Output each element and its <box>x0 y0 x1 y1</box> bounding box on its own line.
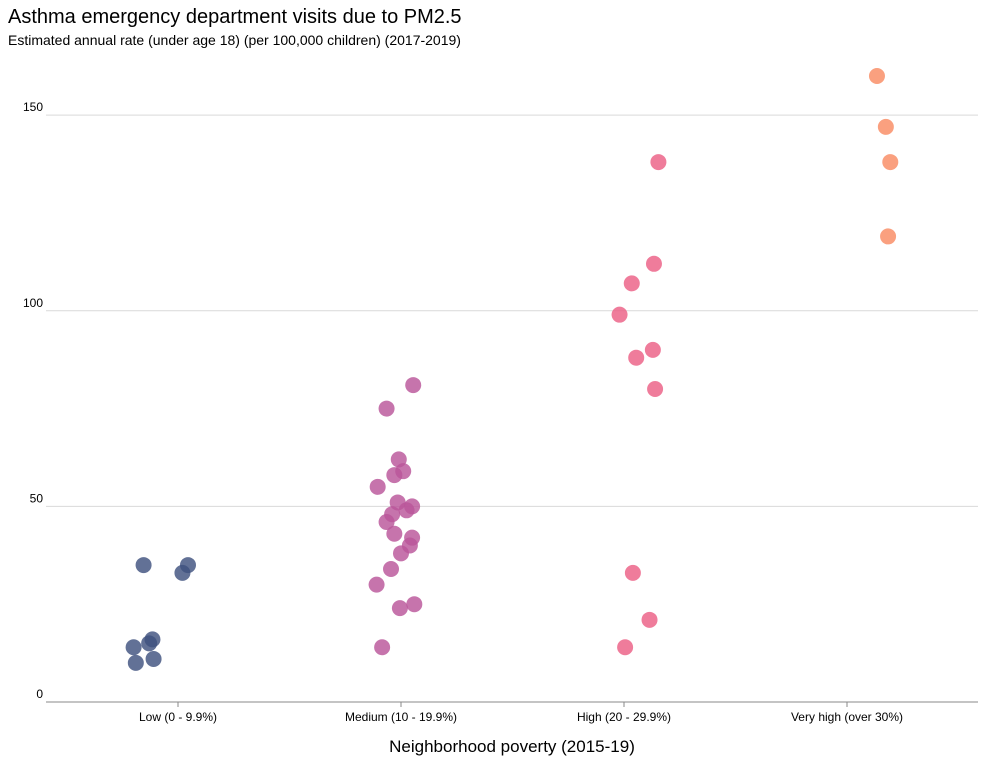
data-point[interactable] <box>641 611 658 628</box>
data-point[interactable] <box>644 341 661 358</box>
x-tick-label: Very high (over 30%) <box>791 710 903 724</box>
y-tick-label: 150 <box>23 100 43 114</box>
data-point[interactable] <box>391 600 408 617</box>
data-point[interactable] <box>650 154 667 171</box>
data-point[interactable] <box>141 635 158 652</box>
data-point[interactable] <box>386 467 403 484</box>
chart-subtitle: Estimated annual rate (under age 18) (pe… <box>8 32 461 48</box>
data-point[interactable] <box>386 525 403 542</box>
x-tick-label: Medium (10 - 19.9%) <box>345 710 457 724</box>
data-point[interactable] <box>383 560 400 577</box>
data-point[interactable] <box>877 118 894 135</box>
data-point[interactable] <box>369 478 386 495</box>
data-point[interactable] <box>647 381 664 397</box>
data-point[interactable] <box>398 502 415 519</box>
data-point[interactable] <box>135 557 152 574</box>
data-points <box>125 68 899 671</box>
data-point[interactable] <box>882 154 899 171</box>
chart-title: Asthma emergency department visits due t… <box>8 6 462 28</box>
data-point[interactable] <box>374 639 391 656</box>
data-point[interactable] <box>393 545 409 562</box>
data-point[interactable] <box>623 275 640 292</box>
data-point[interactable] <box>405 377 422 394</box>
gridlines <box>46 114 978 507</box>
data-point[interactable] <box>617 639 634 656</box>
data-point[interactable] <box>127 654 144 671</box>
y-tick-label: 100 <box>23 296 43 310</box>
data-point[interactable] <box>145 650 162 667</box>
y-tick-label: 50 <box>30 491 44 505</box>
data-point[interactable] <box>368 576 385 593</box>
data-point[interactable] <box>406 596 423 613</box>
data-point[interactable] <box>624 564 641 581</box>
data-point[interactable] <box>880 228 897 245</box>
x-axis-title: Neighborhood poverty (2015-19) <box>389 737 635 756</box>
data-point[interactable] <box>645 255 662 272</box>
data-point[interactable] <box>378 514 395 531</box>
data-point[interactable] <box>611 306 628 323</box>
data-point[interactable] <box>174 564 191 581</box>
data-point[interactable] <box>378 400 395 417</box>
x-axis: 0 50 100 150 Low (0 - 9.9%) Medium (10 - 19.9… <box>23 100 978 724</box>
x-tick-label: Low (0 - 9.9%) <box>139 710 217 724</box>
x-tick-label: High (20 - 29.9%) <box>577 710 671 724</box>
data-point[interactable] <box>125 639 142 656</box>
data-point[interactable] <box>628 349 645 366</box>
data-point[interactable] <box>868 68 885 84</box>
y-tick-label: 0 <box>36 687 43 701</box>
